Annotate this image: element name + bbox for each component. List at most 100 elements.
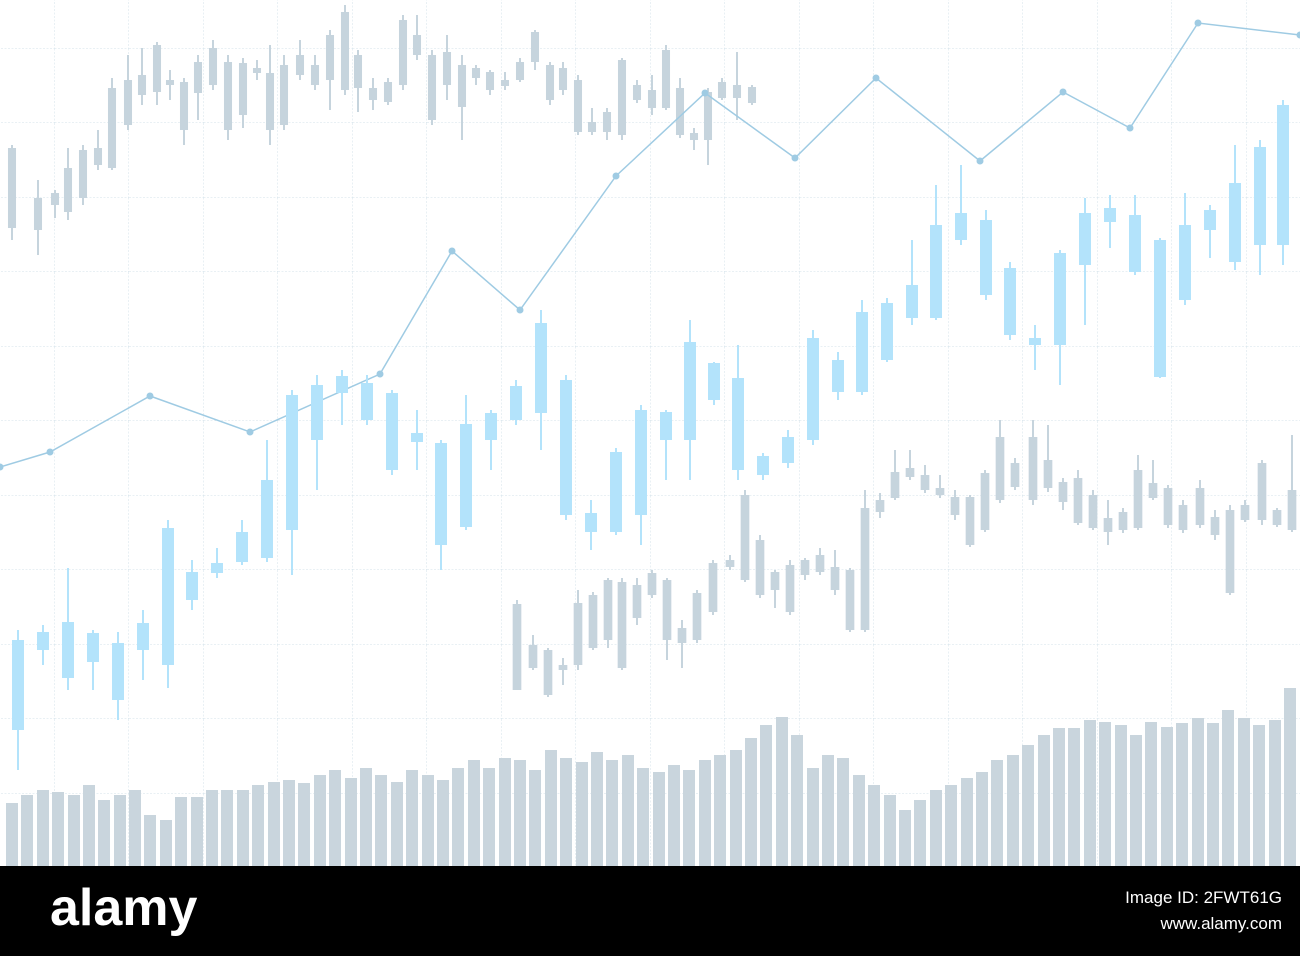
candle-body xyxy=(512,604,522,690)
volume-bar xyxy=(1192,718,1204,866)
candle-body xyxy=(1103,518,1113,532)
candle-body xyxy=(965,497,975,545)
candle-body xyxy=(689,133,699,140)
candle-body xyxy=(782,437,794,463)
volume-bar xyxy=(1084,720,1096,866)
candle-body xyxy=(635,410,647,515)
trend-point xyxy=(146,392,154,400)
marks xyxy=(0,5,1300,866)
candle-body xyxy=(93,148,103,165)
candle-body xyxy=(336,376,348,393)
volume-bar xyxy=(160,820,172,866)
volume-bar xyxy=(345,778,357,866)
candle-body xyxy=(1054,253,1066,345)
volume-bar xyxy=(1161,727,1173,866)
candle-body xyxy=(162,528,174,665)
volume-bar xyxy=(452,768,464,866)
candle-body xyxy=(543,650,553,695)
trend-point xyxy=(791,154,799,162)
candle-body xyxy=(661,50,671,108)
candle-body xyxy=(930,225,942,318)
volume-bar xyxy=(622,755,634,866)
candle-body xyxy=(980,220,992,295)
candle-body xyxy=(457,65,467,107)
candle-body xyxy=(12,640,24,730)
volume-bar xyxy=(991,760,1003,866)
volume-bar xyxy=(1253,725,1265,866)
candle-body xyxy=(755,540,765,595)
volume-bar xyxy=(914,800,926,866)
candle-body xyxy=(137,623,149,650)
candle-body xyxy=(193,62,203,93)
candle-body xyxy=(33,198,43,230)
candle-body xyxy=(692,593,702,640)
candle-body xyxy=(856,312,868,392)
volume-bar xyxy=(406,770,418,866)
candle-body xyxy=(112,643,124,700)
candle-body xyxy=(1287,490,1297,530)
candle-body xyxy=(325,35,335,80)
candle-body xyxy=(1029,338,1041,345)
candle-body xyxy=(279,65,289,125)
candle-body xyxy=(815,555,825,572)
candle-body xyxy=(920,475,930,490)
candle-body xyxy=(535,323,547,413)
volume-bar xyxy=(68,795,80,866)
candle-body xyxy=(890,472,900,498)
candle-body xyxy=(1179,225,1191,300)
candle-body xyxy=(588,595,598,648)
volume-bar xyxy=(175,797,187,866)
candle-body xyxy=(1257,463,1267,520)
candle-body xyxy=(610,452,622,532)
candle-body xyxy=(1178,505,1188,530)
candle-body xyxy=(573,603,583,665)
candle-body xyxy=(703,92,713,140)
candle-body xyxy=(725,560,735,567)
candle-body xyxy=(617,60,627,135)
volume-bar xyxy=(1284,688,1296,866)
volume-bar xyxy=(776,717,788,866)
trend-point xyxy=(246,428,254,436)
volume-bar xyxy=(1222,710,1234,866)
candle-body xyxy=(137,75,147,95)
candle-body xyxy=(1004,268,1016,335)
candle-body xyxy=(1163,488,1173,525)
candle-body xyxy=(1277,105,1289,245)
candle-body xyxy=(383,82,393,102)
candle-body xyxy=(860,508,870,630)
candle-body xyxy=(1154,240,1166,377)
candle-body xyxy=(603,580,613,640)
candle-body xyxy=(1229,183,1241,262)
volume-bar xyxy=(791,735,803,866)
candle-body xyxy=(905,468,915,477)
candle-body xyxy=(545,65,555,100)
trend-point xyxy=(1194,19,1202,27)
volume-bar xyxy=(499,758,511,866)
volume-bar xyxy=(591,752,603,866)
candle-body xyxy=(63,168,73,212)
candle-body xyxy=(311,385,323,440)
volume-bar xyxy=(699,760,711,866)
trend-point xyxy=(701,89,709,97)
watermark-url: www.alamy.com xyxy=(1159,914,1282,933)
volume-bar xyxy=(807,768,819,866)
candle-body xyxy=(708,563,718,612)
volume-bar xyxy=(191,797,203,866)
volume-bar xyxy=(1007,755,1019,866)
volume-bar xyxy=(1238,718,1250,866)
candle-body xyxy=(832,360,844,392)
candle-body xyxy=(50,193,60,205)
volume-bar xyxy=(976,772,988,866)
volume-bar xyxy=(606,760,618,866)
candle-body xyxy=(632,585,642,618)
candle-body xyxy=(236,532,248,562)
trend-point xyxy=(1126,124,1134,132)
candle-body xyxy=(37,632,49,650)
candle-body xyxy=(732,378,744,470)
candle-body xyxy=(87,633,99,662)
candle-body xyxy=(675,88,685,135)
trend-point xyxy=(1296,31,1300,39)
candle-body xyxy=(558,665,568,670)
candle-body xyxy=(558,68,568,90)
volume-bar xyxy=(1022,745,1034,866)
